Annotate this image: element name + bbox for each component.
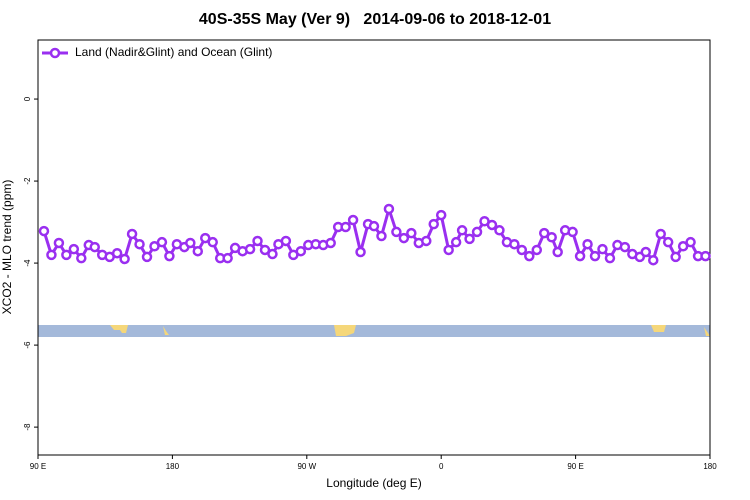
data-point [368, 220, 380, 232]
data-point [524, 250, 535, 262]
data-point [126, 228, 138, 240]
data-point [295, 245, 307, 257]
data-point [655, 228, 666, 240]
data-point [597, 243, 608, 255]
data-point [685, 236, 696, 248]
x-tick-label: 90 E [567, 462, 583, 471]
data-point [567, 226, 578, 238]
data-point [61, 249, 72, 261]
data-point [280, 235, 292, 247]
data-point [486, 219, 498, 231]
data-point [443, 244, 454, 256]
y-axis-label: XCO2 - MLO trend (ppm) [0, 180, 14, 315]
data-point [149, 241, 160, 252]
data-point [582, 238, 593, 250]
data-point [640, 246, 652, 258]
data-point [119, 253, 130, 265]
data-point [134, 238, 145, 250]
data-point [435, 209, 447, 221]
data-point [259, 244, 271, 256]
data-point [516, 244, 528, 256]
data-point [428, 218, 439, 230]
data-point [546, 231, 557, 243]
data-point [662, 236, 674, 248]
data-point [619, 241, 631, 253]
data-point [421, 235, 432, 247]
data-point [46, 249, 57, 261]
chart-title: 40S-35S May (Ver 9) 2014-09-06 to 2018-1… [199, 11, 551, 28]
data-point [252, 235, 263, 247]
data-point [38, 225, 50, 237]
land-ocean-strip [38, 325, 710, 337]
data-point [604, 252, 616, 264]
y-tick-label: -2 [23, 177, 32, 185]
x-tick-label: 90 E [30, 462, 46, 471]
data-point [398, 232, 410, 244]
legend-label: Land (Nadir&Glint) and Ocean (Glint) [75, 45, 272, 59]
data-point [391, 226, 402, 238]
x-tick-label: 180 [166, 462, 180, 471]
data-point [538, 227, 550, 239]
y-tick-label: -8 [23, 423, 32, 431]
data-point [200, 232, 211, 244]
data-point [700, 250, 711, 262]
data-point [68, 243, 80, 255]
data-point [456, 225, 468, 236]
data-point [340, 221, 351, 233]
data-point [222, 252, 233, 264]
data-point [185, 237, 196, 249]
data-point [192, 245, 204, 257]
x-tick-label: 90 W [297, 462, 316, 471]
data-point [450, 236, 462, 248]
data-point [53, 237, 65, 249]
data-point [267, 248, 278, 260]
legend-marker [49, 47, 61, 59]
y-tick-label: -6 [23, 341, 32, 349]
data-point [325, 237, 336, 249]
data-point [207, 236, 218, 248]
data-point [347, 214, 359, 226]
data-point [531, 244, 543, 256]
x-tick-label: 0 [439, 462, 444, 471]
data-point [164, 250, 175, 262]
data-point [141, 251, 153, 263]
y-tick-label: -4 [23, 259, 32, 267]
y-tick-label: 0 [23, 96, 32, 101]
data-point [677, 241, 689, 252]
data-point [355, 246, 366, 258]
x-tick-label: 180 [703, 462, 717, 471]
data-point [111, 247, 123, 259]
data-point [464, 233, 475, 245]
data-point [648, 254, 659, 266]
x-axis-label: Longitude (deg E) [326, 476, 421, 490]
data-point [552, 246, 563, 258]
data-point [471, 226, 483, 238]
data-point [574, 250, 586, 262]
data-point [670, 251, 681, 263]
data-point [383, 203, 395, 215]
data-point [244, 243, 256, 255]
data-point [156, 236, 168, 248]
data-point [494, 225, 505, 236]
data-point [509, 238, 520, 250]
data-point [376, 230, 387, 242]
data-point [406, 227, 417, 239]
data-point [589, 250, 601, 262]
data-point [89, 241, 100, 253]
data-point [76, 252, 87, 264]
plot-frame [37, 39, 711, 456]
